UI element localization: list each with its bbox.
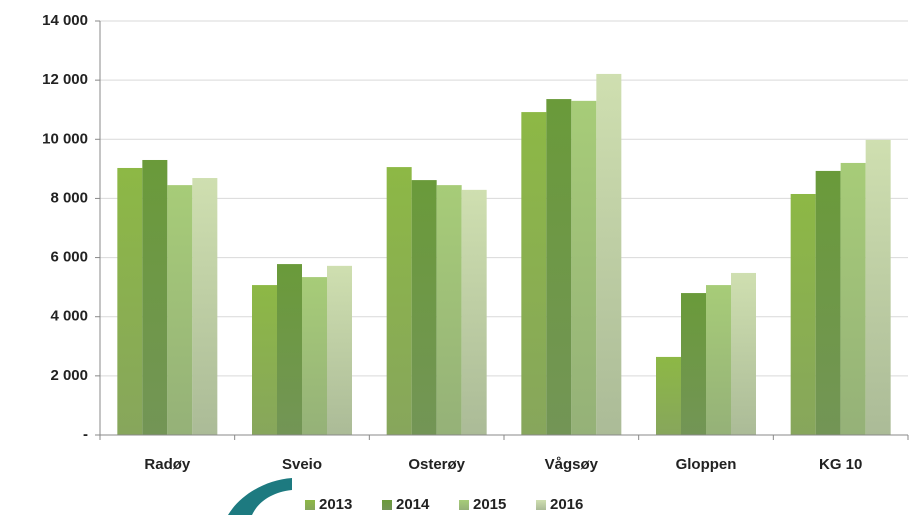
y-tick-label: 14 000 xyxy=(42,12,88,29)
legend-swatch xyxy=(382,500,392,510)
bar xyxy=(277,264,302,435)
bar xyxy=(192,178,218,435)
legend-label: 2016 xyxy=(550,496,583,513)
bar xyxy=(327,265,352,435)
legend-label: 2013 xyxy=(319,496,352,513)
y-tick-label: 2 000 xyxy=(50,367,88,384)
x-tick-label: Gloppen xyxy=(676,456,737,473)
x-tick-label: KG 10 xyxy=(819,456,862,473)
logo xyxy=(228,478,292,515)
bar xyxy=(656,356,681,435)
bar xyxy=(815,170,841,436)
bar xyxy=(117,167,143,435)
bar xyxy=(252,285,277,435)
bar xyxy=(167,185,193,435)
bar xyxy=(681,293,706,435)
bar xyxy=(386,167,412,435)
bar xyxy=(706,285,731,435)
y-tick-label: 8 000 xyxy=(50,189,88,206)
y-tick-label: 4 000 xyxy=(50,308,88,325)
x-tick-label: Sveio xyxy=(282,456,322,473)
bar xyxy=(596,73,622,435)
bar xyxy=(142,159,168,435)
legend-swatch xyxy=(536,500,546,510)
bar xyxy=(865,139,891,435)
y-tick-label: 6 000 xyxy=(50,249,88,266)
bar xyxy=(461,189,487,435)
bar xyxy=(731,272,756,435)
y-tick-label: - xyxy=(83,426,88,443)
bar xyxy=(411,180,437,435)
bar xyxy=(571,100,597,435)
x-tick-label: Vågsøy xyxy=(545,456,599,473)
legend-label: 2015 xyxy=(473,496,506,513)
x-tick-label: Osterøy xyxy=(408,456,465,473)
legend-swatch xyxy=(305,500,315,510)
bar xyxy=(302,277,327,435)
bar xyxy=(840,162,866,435)
bar xyxy=(436,185,462,435)
legend-label: 2014 xyxy=(396,496,430,513)
y-tick-label: 10 000 xyxy=(42,130,88,147)
y-tick-label: 12 000 xyxy=(42,71,88,88)
bar xyxy=(790,193,816,435)
legend-swatch xyxy=(459,500,469,510)
bar xyxy=(521,112,547,435)
bar xyxy=(546,99,572,435)
x-tick-label: Radøy xyxy=(144,456,191,473)
